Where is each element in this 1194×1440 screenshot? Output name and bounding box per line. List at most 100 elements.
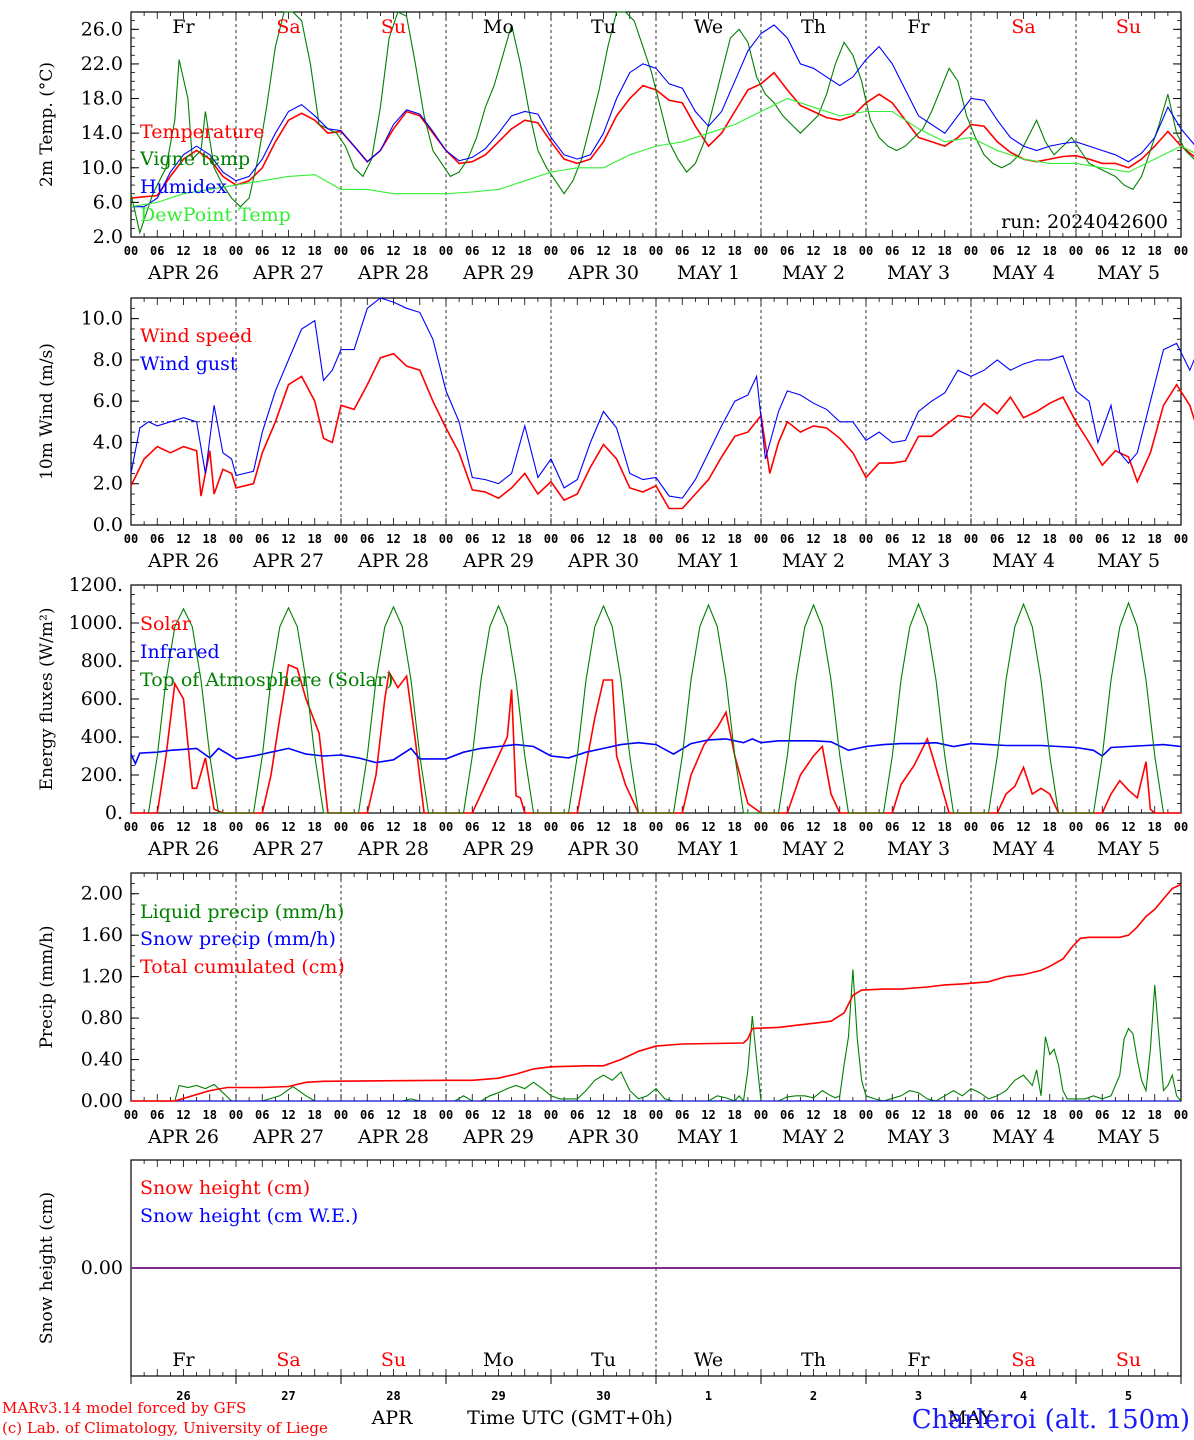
hour-tick-label: 18 <box>1148 532 1162 546</box>
day-number-label: 29 <box>491 1389 505 1403</box>
hour-tick-label: 18 <box>413 244 427 258</box>
legend-entry: Wind speed <box>140 325 252 347</box>
hour-tick-label: 18 <box>1043 532 1057 546</box>
hour-tick-label: 00 <box>1174 244 1188 258</box>
hour-tick-label: 06 <box>150 244 164 258</box>
date-label: MAY 2 <box>782 262 845 284</box>
y-tick-label: 2.0 <box>93 226 123 248</box>
hour-tick-label: 12 <box>596 820 610 834</box>
legend-entry: Wind gust <box>140 353 238 375</box>
legend-entry: DewPoint Temp <box>140 204 291 226</box>
hour-tick-label: 12 <box>911 244 925 258</box>
time-axis-label: Time UTC (GMT+0h) <box>467 1407 673 1429</box>
hour-tick-label: 18 <box>1043 1108 1057 1122</box>
weekday-label: Sa <box>1011 16 1035 38</box>
hour-tick-label: 12 <box>281 820 295 834</box>
date-label: MAY 5 <box>1097 262 1160 284</box>
date-label: APR 27 <box>252 838 324 860</box>
legend-entry: Solar <box>140 613 192 635</box>
y-tick-label: 14.0 <box>81 122 123 144</box>
date-label: MAY 5 <box>1097 550 1160 572</box>
hour-tick-label: 12 <box>386 244 400 258</box>
hour-tick-label: 18 <box>308 1108 322 1122</box>
series-line-total-cumulated-cm- <box>131 883 1182 1102</box>
hour-tick-label: 18 <box>833 244 847 258</box>
panel-2: 0.0 2.0 4.0 6.0 8.0 10.0 10m Wind (m/s) Wind sp… <box>37 297 1194 572</box>
hour-tick-label: 00 <box>859 820 873 834</box>
date-label: MAY 3 <box>887 550 950 572</box>
hour-tick-label: 12 <box>1121 532 1135 546</box>
hour-tick-label: 00 <box>859 1108 873 1122</box>
hour-tick-label: 18 <box>728 1108 742 1122</box>
hour-tick-label: 18 <box>938 820 952 834</box>
weekday-label: We <box>694 1349 723 1371</box>
date-label: MAY 1 <box>677 1126 740 1148</box>
hour-tick-label: 00 <box>964 1108 978 1122</box>
panel-3: 0. 200. 400. 600. 800. 1000. 1200. Energy fluxe… <box>37 574 1188 860</box>
hour-tick-label: 00 <box>1069 532 1083 546</box>
weekday-label: Su <box>381 16 406 38</box>
y-tick-label: 1000. <box>69 612 123 634</box>
hour-tick-label: 06 <box>1095 1108 1109 1122</box>
date-label: MAY 4 <box>992 1126 1055 1148</box>
date-label: APR 27 <box>252 262 324 284</box>
hour-tick-label: 18 <box>623 1108 637 1122</box>
y-tick-label: 1.20 <box>81 966 123 988</box>
hour-tick-label: 18 <box>623 244 637 258</box>
hour-tick-label: 06 <box>780 532 794 546</box>
hour-tick-label: 12 <box>491 244 505 258</box>
hour-tick-label: 00 <box>1069 244 1083 258</box>
hour-tick-label: 12 <box>701 1108 715 1122</box>
hour-tick-label: 06 <box>360 244 374 258</box>
y-tick-label: 2.0 <box>93 473 123 495</box>
hour-tick-label: 12 <box>701 532 715 546</box>
hour-tick-label: 12 <box>176 820 190 834</box>
hour-tick-label: 18 <box>728 244 742 258</box>
day-number-label: 5 <box>1125 1389 1132 1403</box>
model-credit: MARv3.14 model forced by GFS <box>2 1399 246 1417</box>
hour-tick-label: 12 <box>806 1108 820 1122</box>
y-tick-label: 10.0 <box>81 308 123 330</box>
hour-tick-label: 00 <box>334 1108 348 1122</box>
panel-4: 0.00 0.40 0.80 1.20 1.60 2.00 Precip (mm/h) Liq… <box>37 872 1188 1148</box>
y-tick-label: 2.00 <box>81 883 123 905</box>
hour-tick-label: 12 <box>596 1108 610 1122</box>
y-tick-label: 0.0 <box>93 514 123 536</box>
hour-tick-label: 00 <box>439 820 453 834</box>
date-label: APR 26 <box>147 262 219 284</box>
date-label: MAY 1 <box>677 838 740 860</box>
day-number-label: 27 <box>281 1389 295 1403</box>
date-label: APR 30 <box>567 1126 639 1148</box>
hour-tick-label: 00 <box>649 244 663 258</box>
weekday-label: Tu <box>591 16 616 38</box>
weekday-label: Su <box>381 1349 406 1371</box>
hour-tick-label: 12 <box>911 820 925 834</box>
hour-tick-label: 18 <box>1148 1108 1162 1122</box>
date-label: MAY 3 <box>887 838 950 860</box>
hour-tick-label: 18 <box>833 820 847 834</box>
weekday-label: Sa <box>1011 1349 1035 1371</box>
hour-tick-label: 18 <box>308 244 322 258</box>
hour-tick-label: 06 <box>255 244 269 258</box>
hour-tick-label: 06 <box>885 244 899 258</box>
hour-tick-label: 00 <box>229 532 243 546</box>
date-label: MAY 4 <box>992 838 1055 860</box>
y-tick-label: 0.40 <box>81 1049 123 1071</box>
weekday-label: Mo <box>483 1349 514 1371</box>
hour-tick-label: 12 <box>1016 820 1030 834</box>
hour-tick-label: 00 <box>1069 820 1083 834</box>
hour-tick-label: 00 <box>859 244 873 258</box>
hour-tick-label: 06 <box>150 1108 164 1122</box>
hour-tick-label: 18 <box>203 820 217 834</box>
hour-tick-label: 06 <box>675 244 689 258</box>
hour-tick-label: 06 <box>360 1108 374 1122</box>
hour-tick-label: 06 <box>885 532 899 546</box>
hour-tick-label: 06 <box>990 244 1004 258</box>
y-tick-label: 600. <box>81 688 123 710</box>
hour-tick-label: 12 <box>596 532 610 546</box>
date-label: APR 28 <box>357 262 429 284</box>
legend-entry: Snow precip (mm/h) <box>140 928 336 950</box>
date-label: APR 29 <box>462 262 534 284</box>
series-line-humidex <box>131 24 1194 208</box>
y-tick-label: 22.0 <box>81 53 123 75</box>
